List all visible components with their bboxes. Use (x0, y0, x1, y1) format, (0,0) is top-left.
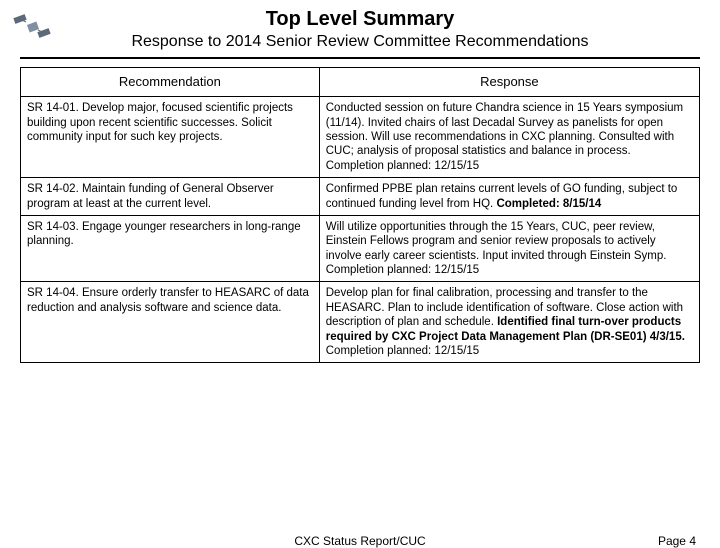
response-cell: Confirmed PPBE plan retains current leve… (319, 178, 699, 216)
recommendation-cell: SR 14-01. Develop major, focused scienti… (21, 97, 320, 178)
page-title: Top Level Summary (0, 8, 720, 33)
footer-right: Page 4 (658, 534, 696, 548)
recommendation-cell: SR 14-03. Engage younger researchers in … (21, 215, 320, 282)
response-cell: Develop plan for final calibration, proc… (319, 282, 699, 363)
col-recommendation: Recommendation (21, 68, 320, 97)
response-cell: Will utilize opportunities through the 1… (319, 215, 699, 282)
table-row: SR 14-04. Ensure orderly transfer to HEA… (21, 282, 700, 363)
header: Top Level Summary Response to 2014 Senio… (0, 0, 720, 57)
recommendation-cell: SR 14-04. Ensure orderly transfer to HEA… (21, 282, 320, 363)
page-subtitle: Response to 2014 Senior Review Committee… (0, 33, 720, 57)
satellite-logo (8, 8, 58, 46)
table-header-row: Recommendation Response (21, 68, 700, 97)
table-row: SR 14-02. Maintain funding of General Ob… (21, 178, 700, 216)
col-response: Response (319, 68, 699, 97)
recommendation-cell: SR 14-02. Maintain funding of General Ob… (21, 178, 320, 216)
table-row: SR 14-03. Engage younger researchers in … (21, 215, 700, 282)
footer-center: CXC Status Report/CUC (294, 534, 425, 548)
table-row: SR 14-01. Develop major, focused scienti… (21, 97, 700, 178)
header-divider (20, 57, 700, 59)
recommendations-table: Recommendation Response SR 14-01. Develo… (20, 67, 700, 363)
response-cell: Conducted session on future Chandra scie… (319, 97, 699, 178)
